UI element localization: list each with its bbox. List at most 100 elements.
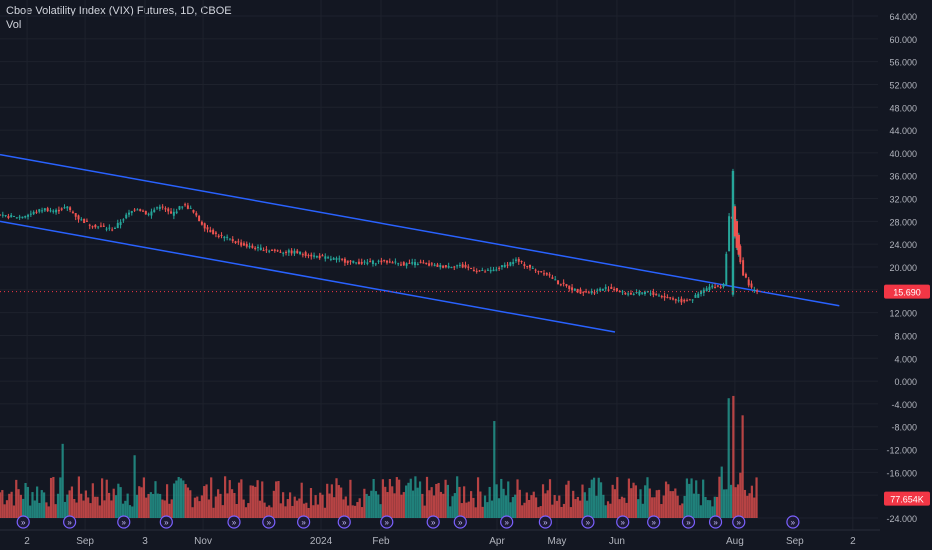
volume-bar [418,481,422,518]
event-marker-circle[interactable] [500,515,514,529]
event-markers[interactable]: » » » » » » » » » » » » » » » » » » » » [16,515,800,529]
candle-body [652,292,655,295]
event-marker[interactable]: » [426,515,440,529]
event-marker[interactable]: » [63,515,77,529]
candle-body [565,284,568,287]
volume-bar [15,479,18,518]
price-tick-label: 40.000 [889,149,917,159]
candle-body [514,259,517,261]
time-axis[interactable]: 2 Sep 3 Nov 2024 Feb Apr May Jun Aug Sep 2 [0,529,880,547]
trendline[interactable] [0,153,840,307]
candle-body [285,251,288,253]
event-marker-circle[interactable] [708,515,723,529]
event-marker[interactable]: » [708,515,723,529]
last-price-badge[interactable] [884,284,930,299]
candle-body [69,207,72,211]
candle-body [708,286,711,290]
last-volume-badge[interactable] [884,491,930,506]
candle-body [49,210,52,212]
candle-body [27,214,30,217]
event-marker-circle[interactable] [581,515,595,529]
event-marker-circle[interactable] [681,515,696,529]
volume-bar [528,499,531,518]
volume-bar [618,499,621,518]
event-marker-circle[interactable] [16,515,30,529]
volume-bar [734,487,737,518]
event-marker[interactable]: » [159,515,173,529]
event-marker[interactable]: » [616,515,630,529]
event-marker[interactable]: » [16,515,30,529]
volume-bar [3,504,6,518]
event-marker[interactable]: » [538,515,552,529]
volume-bar [504,495,508,518]
event-marker[interactable]: » [500,515,514,529]
event-marker[interactable]: » [681,515,696,529]
candle-body [24,215,27,218]
event-marker-circle[interactable] [159,515,173,529]
event-marker-circle[interactable] [63,515,77,529]
event-marker-circle[interactable] [538,515,552,529]
candle-body [142,210,145,212]
volume-bar [340,487,343,518]
event-marker-circle[interactable] [786,515,800,529]
event-marker-circle[interactable] [297,515,311,529]
event-marker[interactable]: » [732,515,746,529]
event-marker[interactable]: » [262,515,276,529]
price-axis[interactable]: 64.000 60.000 56.000 52.000 48.000 44.000 40.0… [880,0,932,550]
volume-bar [502,488,505,518]
volume-bar [10,491,13,518]
volume-bar [75,502,78,518]
event-marker-circle[interactable] [616,515,630,529]
trendlines[interactable] [0,153,840,333]
volume-bar [465,502,468,518]
event-marker-icon: » [543,518,548,527]
event-marker-circle[interactable] [117,515,131,529]
volume-bar [602,494,605,518]
event-marker-circle[interactable] [647,515,661,529]
event-marker-circle[interactable] [732,515,746,529]
volume-bar [599,482,603,518]
volume-bar [428,490,431,518]
event-marker[interactable]: » [337,515,351,529]
volume-bar [265,506,268,518]
volume-bar [393,493,396,518]
event-marker-circle[interactable] [337,515,351,529]
volume-bar [593,477,596,518]
event-marker[interactable]: » [647,515,661,529]
volume-bar [261,481,264,518]
volume-bar [523,502,526,518]
volume-bar [351,505,354,518]
volume-bar [748,493,751,518]
volume-bar [328,493,331,518]
event-marker[interactable]: » [380,515,394,529]
trendline[interactable] [0,220,616,333]
volume-bar [449,506,452,518]
volume-bar [495,484,498,518]
event-marker[interactable]: » [453,515,467,529]
candle-body [313,255,316,257]
volume-bar [458,486,461,518]
volume-bar [254,486,257,518]
price-tick-label: 48.000 [889,103,917,113]
event-marker[interactable]: » [786,515,800,529]
event-marker-circle[interactable] [453,515,467,529]
event-marker[interactable]: » [227,515,241,529]
event-marker-circle[interactable] [426,515,440,529]
event-marker[interactable]: » [581,515,595,529]
candle-body [321,255,324,257]
event-marker[interactable]: » [297,515,311,529]
volume-bar [632,482,635,518]
volume-bar [186,487,190,518]
event-marker[interactable]: » [117,515,131,529]
volume-bar [732,395,735,518]
event-marker-circle[interactable] [380,515,394,529]
spike-body [735,221,739,248]
event-marker-circle[interactable] [262,515,276,529]
candle-body [125,214,128,219]
time-tick-label: Apr [489,536,505,547]
candle-body [327,257,330,259]
volume-bar [685,478,689,518]
event-marker-circle[interactable] [227,515,241,529]
volume-bar [105,479,108,518]
